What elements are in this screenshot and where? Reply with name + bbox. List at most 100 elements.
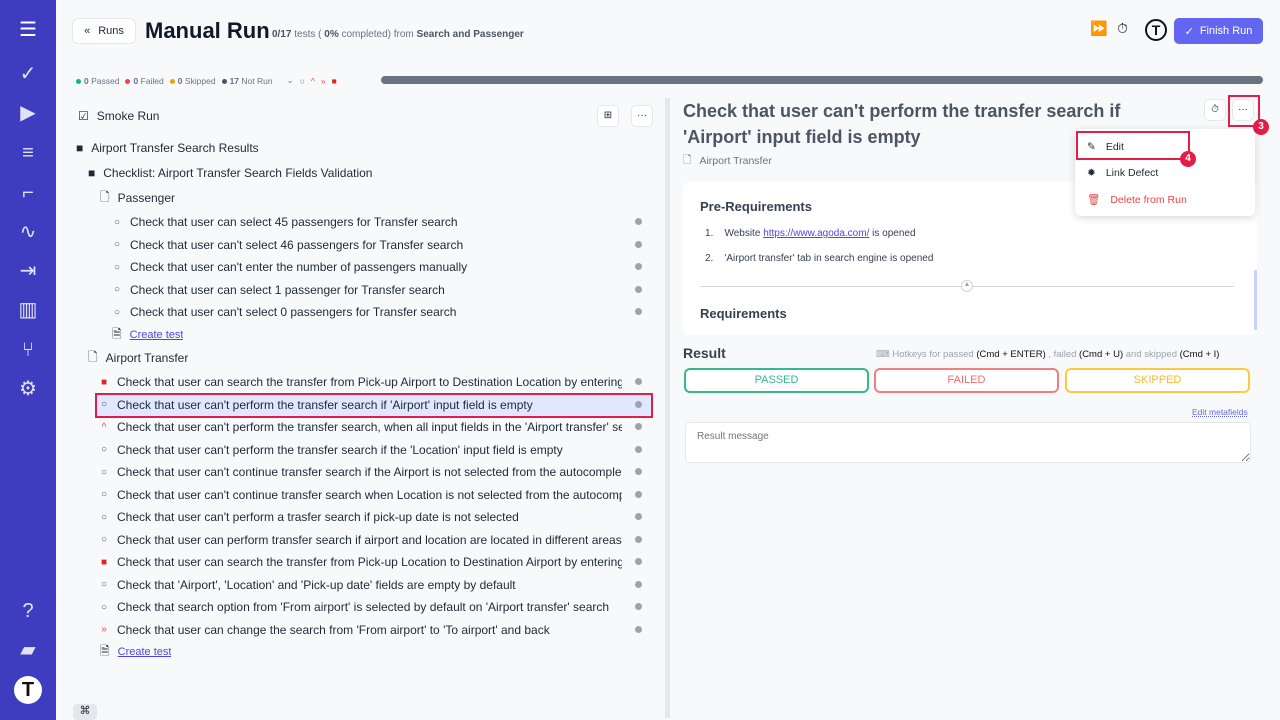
priority-low-icon[interactable]: ⌄ <box>286 75 294 85</box>
priority-normal-icon: ○ <box>113 284 121 295</box>
priority-normal-icon: ○ <box>113 239 121 250</box>
test-title: Check that user can change the search fr… <box>117 622 550 637</box>
test-row[interactable]: ○ Check that user can select 45 passenger… <box>112 212 622 232</box>
panel-resize-handle[interactable] <box>665 98 670 718</box>
help-icon[interactable]: ? <box>22 600 34 622</box>
priority-normal-icon: ○ <box>100 511 108 523</box>
source-name: Search and Passenger <box>416 29 524 40</box>
test-row[interactable]: ○ Check that user can't select 0 passenge… <box>112 302 622 322</box>
failed-button[interactable]: FAILED <box>874 368 1059 393</box>
status-dot <box>635 558 642 565</box>
test-row[interactable]: ○ Check that user can't enter the number … <box>112 257 622 277</box>
more-button[interactable]: ··· <box>631 105 653 127</box>
suite-airport-transfer[interactable]: 🗋 Airport Transfer <box>88 348 188 368</box>
priority-high-icon[interactable]: ^ <box>310 75 315 86</box>
status-dot <box>635 580 642 588</box>
logo-icon[interactable]: T <box>14 676 42 704</box>
finish-run-button[interactable]: ✓ Finish Run <box>1174 18 1263 44</box>
test-row[interactable]: ○ Check that user can't perform the trans… <box>99 440 622 460</box>
check-icon: ✓ <box>1184 25 1194 38</box>
test-row[interactable]: ○ Check that user can't perform a trasfer… <box>99 507 622 527</box>
pencil-icon: ✎ <box>1087 141 1096 153</box>
create-test-label[interactable]: Create test <box>117 646 172 658</box>
folder-icon[interactable]: ▰ <box>20 639 36 661</box>
text: 'Airport transfer' tab in search engine … <box>724 253 934 264</box>
test-row[interactable]: ○ Check that user can't select 46 passeng… <box>112 235 622 255</box>
test-row[interactable]: ○ Check that 'Airport', 'Location' and 'P… <box>99 575 622 595</box>
folder-icon: ■ <box>76 141 84 155</box>
edit-metafields-link[interactable]: Edit metafields <box>1192 407 1248 417</box>
import-icon[interactable]: ⇥ <box>19 260 37 282</box>
more-actions-button[interactable]: ··· <box>1232 99 1254 121</box>
gear-icon[interactable]: ⚙ <box>19 378 37 400</box>
run-stats: 0 Passed 0 Failed 0 Skipped 17 Not Run ⌄… <box>76 75 337 86</box>
timer-icon[interactable]: ⏱ <box>1117 20 1128 36</box>
status-dot <box>635 490 642 498</box>
tree-checklist[interactable]: ■ Checklist: Airport Transfer Search Fiel… <box>88 163 372 183</box>
test-title: Check that user can't perform the transf… <box>117 420 622 434</box>
avatar[interactable]: T <box>1145 19 1167 41</box>
test-row[interactable]: ○ Check that search option from 'From air… <box>99 597 622 617</box>
status-dot <box>635 603 642 610</box>
failed-stat: 0 Failed <box>125 76 164 86</box>
fast-forward-icon[interactable]: ⏩ <box>1090 20 1108 36</box>
menu-item-edit[interactable]: ✎ Edit <box>1087 141 1124 153</box>
delete-label: Delete from Run <box>1110 193 1187 206</box>
play-icon[interactable]: ▶ <box>20 102 36 124</box>
test-row[interactable]: ○ Check that user can't continue transfer… <box>99 462 622 482</box>
collapse-icon[interactable]: ▲ <box>961 280 973 292</box>
file-plus-icon: 🗎 <box>100 643 110 658</box>
status-dot <box>635 285 642 293</box>
test-title: Check that search option from 'From airp… <box>117 600 610 614</box>
page-title: Manual Run <box>145 18 270 43</box>
website-link[interactable]: https://www.agoda.com/ <box>763 228 870 239</box>
suite-passenger[interactable]: 🗋 Passenger <box>100 188 175 208</box>
skipped-button[interactable]: SKIPPED <box>1065 368 1250 393</box>
test-row[interactable]: ○ Check that user can't continue transfer… <box>99 485 622 505</box>
menu-icon[interactable]: ☰ <box>19 19 37 41</box>
branch-icon[interactable]: ⑂ <box>22 339 34 361</box>
chart-icon[interactable]: ▥ <box>18 299 38 321</box>
test-row[interactable]: ■ Check that user can search the transfer… <box>99 552 622 572</box>
create-test-link[interactable]: 🗎 Create test <box>100 642 171 662</box>
text: Website <box>724 228 761 239</box>
priority-blocker-icon[interactable]: ■ <box>331 75 337 86</box>
tree-root[interactable]: ■ Airport Transfer Search Results <box>76 138 259 158</box>
skipped-stat: 0 Skipped <box>169 76 216 86</box>
test-row[interactable]: ○ Check that user can't perform the trans… <box>99 395 622 415</box>
test-row[interactable]: ○ Check that user can select 1 passenger … <box>112 280 622 300</box>
not-run-count: 17 <box>229 75 240 86</box>
priority-normal-icon[interactable]: ○ <box>299 75 305 86</box>
file-icon: 🗋 <box>88 349 98 364</box>
menu-item-delete[interactable]: 🗑 Delete from Run <box>1087 193 1187 207</box>
command-icon[interactable]: ⌘ <box>73 704 97 720</box>
finish-label: Finish Run <box>1199 25 1253 37</box>
status-dot <box>635 263 642 270</box>
run-name-label: Smoke Run <box>96 109 160 123</box>
menu-item-link-defect[interactable]: ✹ Link Defect <box>1087 167 1158 179</box>
activity-icon[interactable]: ∿ <box>19 221 37 243</box>
scrollbar[interactable] <box>1254 270 1257 330</box>
check-icon[interactable]: ✓ <box>19 63 37 85</box>
test-row[interactable]: ■ Check that user can search the transfer… <box>99 372 622 392</box>
test-row[interactable]: » Check that user can change the search f… <box>99 620 622 640</box>
t: , failed <box>1048 349 1077 360</box>
create-test-label[interactable]: Create test <box>129 329 184 341</box>
passed-button[interactable]: PASSED <box>684 368 869 393</box>
requirements-heading: Requirements <box>700 306 787 321</box>
checklist-icon[interactable]: ≡ <box>22 142 34 164</box>
timer-button[interactable]: ⏱ <box>1204 99 1226 121</box>
priority-critical-icon: » <box>101 624 107 635</box>
result-message-input[interactable] <box>685 422 1251 463</box>
priority-critical-icon[interactable]: » <box>320 75 326 86</box>
test-row[interactable]: ○ Check that user can perform transfer se… <box>99 530 622 550</box>
status-dot <box>635 218 642 225</box>
create-test-link[interactable]: 🗎 Create test <box>112 325 183 345</box>
test-row[interactable]: ^ Check that user can't perform the trans… <box>99 417 622 437</box>
test-title: Check that user can't select 46 passenge… <box>130 237 464 252</box>
tree-view-button[interactable]: ⊞ <box>597 105 619 127</box>
status-dot <box>635 445 642 453</box>
steps-icon[interactable]: ⌐ <box>22 182 34 204</box>
back-to-runs-button[interactable]: « Runs <box>72 18 136 44</box>
text: is opened <box>872 228 916 239</box>
